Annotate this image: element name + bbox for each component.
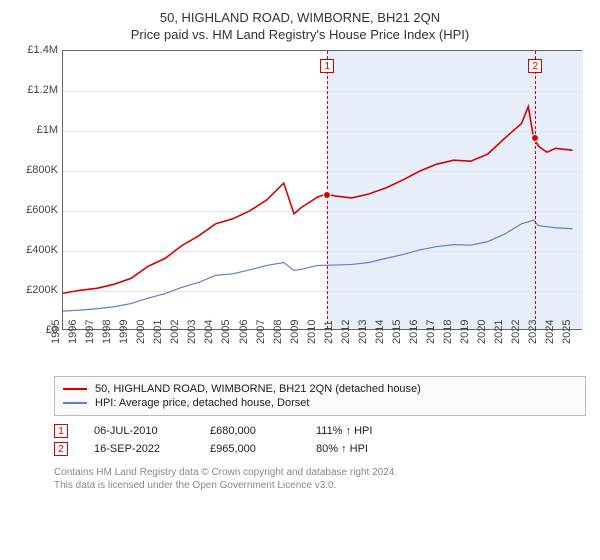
legend: 50, HIGHLAND ROAD, WIMBORNE, BH21 2QN (d… [54,376,586,416]
chart-flag: 2 [528,59,542,73]
legend-swatch [63,402,87,404]
chart-flag: 1 [320,59,334,73]
transaction-date: 16-SEP-2022 [94,443,184,455]
x-axis-label: 1995 [50,320,62,344]
x-axis-label: 2007 [254,320,266,344]
footer-copyright: Contains HM Land Registry data © Crown c… [54,466,586,492]
x-axis-label: 1998 [101,320,113,344]
transaction-row: 2 16-SEP-2022 £965,000 80% ↑ HPI [54,440,586,458]
y-axis-label: £400K [12,244,58,256]
plot-area: 12 [62,50,582,330]
transactions: 1 06-JUL-2010 £680,000 111% ↑ HPI 2 16-S… [54,422,586,458]
x-axis-label: 1999 [118,320,130,344]
x-axis-label: 2020 [476,320,488,344]
x-axis-label: 2002 [169,320,181,344]
x-axis-label: 1997 [84,320,96,344]
transaction-price: £965,000 [210,443,290,455]
x-axis-label: 2023 [527,320,539,344]
footer-line: Contains HM Land Registry data © Crown c… [54,466,586,479]
x-axis-label: 2012 [340,320,352,344]
y-axis-label: £800K [12,164,58,176]
legend-item: HPI: Average price, detached house, Dors… [63,397,577,409]
x-axis-label: 2024 [544,320,556,344]
legend-label: 50, HIGHLAND ROAD, WIMBORNE, BH21 2QN (d… [95,383,421,395]
chart-marker [531,134,539,142]
x-axis-label: 2022 [510,320,522,344]
x-axis-label: 2003 [186,320,198,344]
legend-item: 50, HIGHLAND ROAD, WIMBORNE, BH21 2QN (d… [63,383,577,395]
x-axis-label: 2011 [323,320,335,344]
x-axis-label: 2004 [203,320,215,344]
x-axis-label: 2014 [374,320,386,344]
transaction-flag: 2 [54,442,68,456]
y-axis-label: £1.2M [12,84,58,96]
x-axis-label: 2010 [305,320,317,344]
transaction-flag: 1 [54,424,68,438]
x-axis-label: 2025 [561,320,573,344]
x-axis-label: 2019 [459,320,471,344]
x-axis-label: 2016 [408,320,420,344]
transaction-date: 06-JUL-2010 [94,425,184,437]
page-title: 50, HIGHLAND ROAD, WIMBORNE, BH21 2QN [10,10,590,25]
x-axis-label: 2009 [288,320,300,344]
legend-swatch [63,388,87,390]
x-axis-label: 2006 [237,320,249,344]
y-axis-label: £200K [12,284,58,296]
x-axis-label: 2013 [357,320,369,344]
footer-line: This data is licensed under the Open Gov… [54,479,586,492]
x-axis-label: 2021 [493,320,505,344]
transaction-hpi: 80% ↑ HPI [316,443,416,455]
x-axis-label: 2008 [271,320,283,344]
x-axis-label: 1996 [67,320,79,344]
x-axis-label: 2000 [135,320,147,344]
x-axis-label: 2018 [442,320,454,344]
x-axis-label: 2001 [152,320,164,344]
y-axis-label: £600K [12,204,58,216]
legend-label: HPI: Average price, detached house, Dors… [95,397,309,409]
x-axis-label: 2005 [220,320,232,344]
price-chart: £0£200K£400K£600K£800K£1M£1.2M£1.4M 12 1… [10,50,590,370]
y-axis-label: £1M [12,124,58,136]
x-axis-label: 2015 [391,320,403,344]
page-subtitle: Price paid vs. HM Land Registry's House … [10,27,590,42]
y-axis-label: £1.4M [12,44,58,56]
x-axis-label: 2017 [425,320,437,344]
transaction-price: £680,000 [210,425,290,437]
transaction-hpi: 111% ↑ HPI [316,425,416,437]
transaction-row: 1 06-JUL-2010 £680,000 111% ↑ HPI [54,422,586,440]
chart-marker [323,191,331,199]
